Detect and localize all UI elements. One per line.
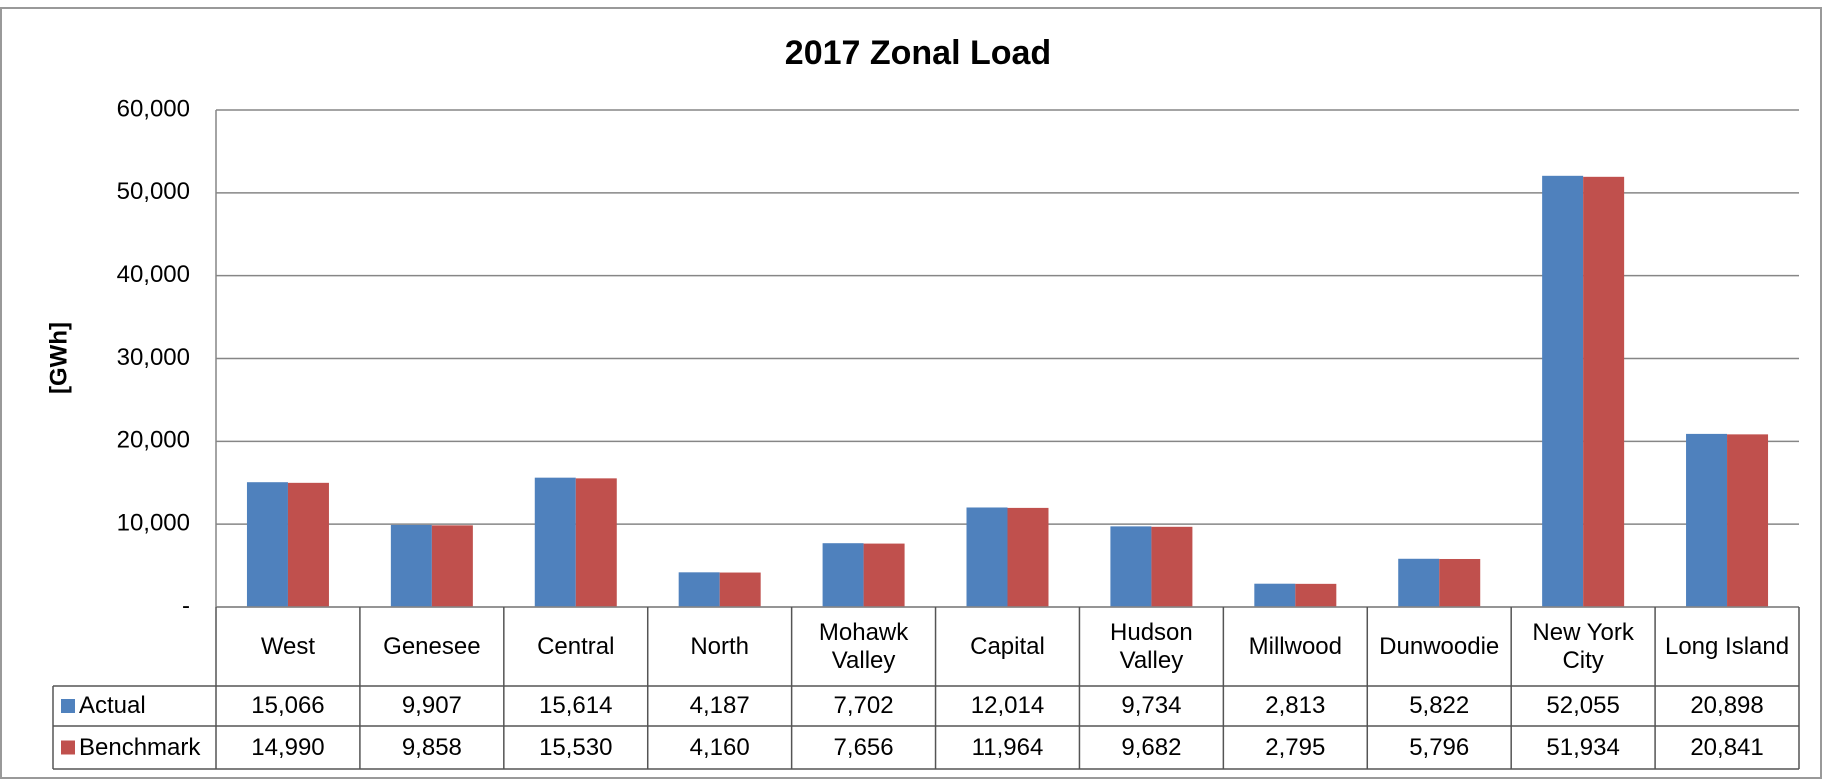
bar xyxy=(246,482,288,607)
legend-swatch xyxy=(61,699,75,713)
data-table-value: 11,964 xyxy=(971,733,1044,761)
x-tick-label: Dunwoodie xyxy=(1379,632,1500,660)
data-table-value: 15,530 xyxy=(539,733,613,761)
y-tick-label: 60,000 xyxy=(117,95,190,122)
chart-title: 2017 Zonal Load xyxy=(785,34,1051,72)
x-tick-label: West xyxy=(260,632,316,660)
y-tick-label: 30,000 xyxy=(117,344,190,371)
y-tick-label: 20,000 xyxy=(117,427,190,454)
bar xyxy=(1398,558,1440,607)
x-tick-label: Millwood xyxy=(1248,632,1342,660)
legend-label: Benchmark xyxy=(79,733,201,761)
x-tick-label: Capital xyxy=(970,632,1045,660)
x-tick-label: New York City xyxy=(1532,618,1634,674)
bar xyxy=(390,524,432,607)
data-table-value: 20,898 xyxy=(1690,692,1764,719)
bar xyxy=(966,507,1008,607)
chart-border xyxy=(0,7,1822,779)
bar xyxy=(822,543,864,607)
data-table-value: 4,160 xyxy=(689,733,750,761)
bar xyxy=(1686,433,1728,607)
data-table-value: 12,014 xyxy=(970,692,1045,719)
data-table-value: 9,858 xyxy=(401,733,462,761)
bar xyxy=(1583,176,1625,608)
data-table-value: 5,822 xyxy=(1409,692,1470,719)
x-tick-label: Central xyxy=(537,632,615,660)
bar xyxy=(1254,583,1296,607)
data-table-value: 5,796 xyxy=(1409,733,1470,761)
bar xyxy=(1439,558,1481,607)
bar xyxy=(678,572,720,607)
bar xyxy=(1110,526,1152,607)
y-tick-label: 50,000 xyxy=(117,178,190,205)
bar xyxy=(863,543,905,607)
y-tick-label: 40,000 xyxy=(117,261,190,288)
bar xyxy=(719,572,761,607)
data-table-value: 9,682 xyxy=(1121,733,1182,761)
bar xyxy=(1727,434,1769,607)
y-tick-label: - xyxy=(182,592,190,619)
legend-swatch xyxy=(61,740,75,755)
bar xyxy=(575,478,617,607)
data-table-value: 4,187 xyxy=(689,692,750,719)
bar xyxy=(287,482,329,607)
y-tick-label: 10,000 xyxy=(117,510,190,537)
data-table-value: 52,055 xyxy=(1546,692,1620,719)
bar xyxy=(1151,526,1193,607)
x-tick-label: Long Island xyxy=(1664,632,1790,660)
data-table-value: 20,841 xyxy=(1690,733,1764,761)
data-table-value: 7,656 xyxy=(833,733,894,761)
bar xyxy=(1007,507,1049,607)
x-tick-label: Genesee xyxy=(383,632,481,660)
x-tick-label: North xyxy=(690,632,750,660)
x-tick-label: Hudson Valley xyxy=(1110,618,1193,674)
data-table-value: 15,066 xyxy=(251,692,325,719)
data-table-value: 51,934 xyxy=(1546,733,1620,761)
y-axis-label: [GWh] xyxy=(45,322,72,394)
data-table-value: 2,813 xyxy=(1265,692,1326,719)
data-table-value: 7,702 xyxy=(833,692,894,719)
bar xyxy=(1542,175,1584,607)
legend-label: Actual xyxy=(79,692,146,719)
data-table-value: 9,734 xyxy=(1121,692,1182,719)
data-table-value: 2,795 xyxy=(1265,733,1326,761)
x-tick-label: Mohawk Valley xyxy=(818,618,909,674)
bar xyxy=(1295,583,1337,607)
data-table-value: 14,990 xyxy=(251,733,325,761)
bar xyxy=(431,525,473,607)
bar xyxy=(534,477,576,607)
data-table-value: 15,614 xyxy=(539,692,613,719)
data-table-value: 9,907 xyxy=(401,692,462,719)
